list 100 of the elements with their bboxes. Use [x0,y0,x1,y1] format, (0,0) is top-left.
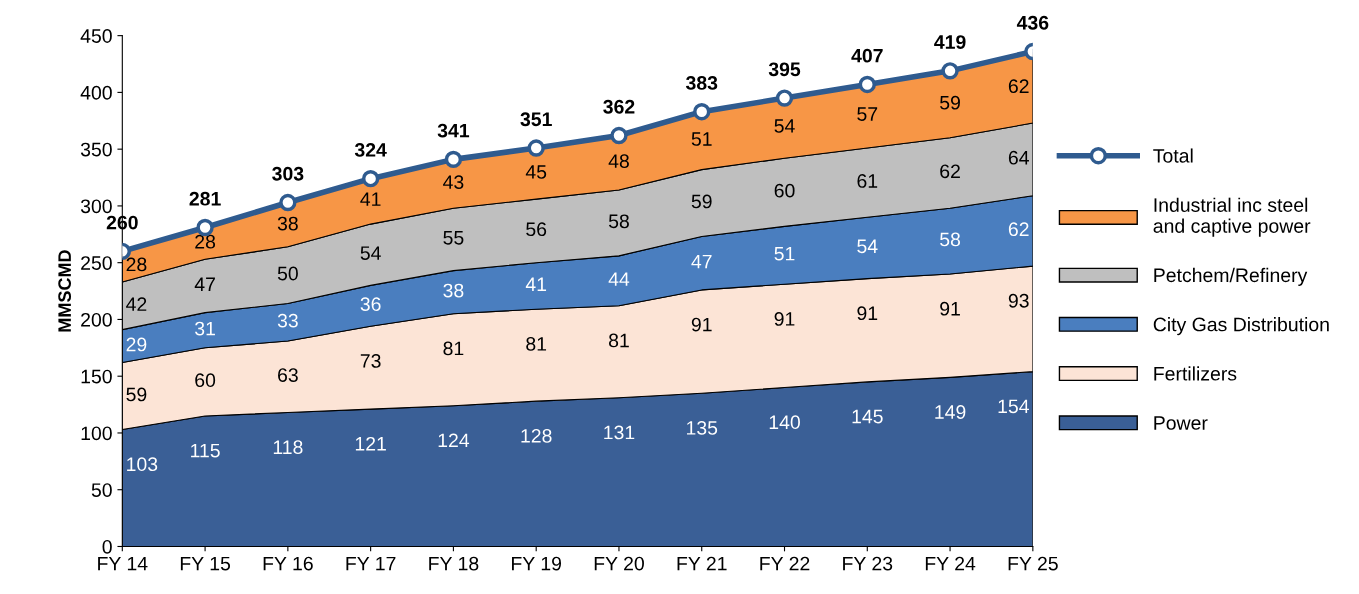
legend-label: Total [1153,148,1193,163]
point [775,89,794,107]
data-label: 48 [608,154,629,168]
point [361,169,380,188]
x-tick-label: FY 16 [263,556,313,571]
y-tick-label: 100 [81,426,112,441]
data-label: 38 [277,216,298,231]
data-label: 121 [355,436,386,451]
data-label: 91 [857,306,878,321]
y-tick-label: 0 [102,539,112,554]
x-tick-label: FY 17 [346,556,396,571]
data-label: 62 [1008,79,1029,94]
point [527,139,545,157]
data-label: 154 [998,399,1029,414]
data-label: 419 [934,35,966,49]
data-label: 149 [935,405,966,419]
data-label: 395 [768,62,801,77]
y-tick-label: 200 [81,312,112,327]
data-label: 281 [189,191,221,206]
legend-label: Fertilizers [1154,366,1237,381]
point [941,62,959,80]
data-label: 51 [774,246,795,261]
data-label: 60 [195,373,216,388]
point [858,75,876,94]
data-label: 57 [857,107,878,121]
x-tick-label: FY 24 [925,556,976,571]
data-label: 62 [940,164,960,179]
y-tick-label: 350 [80,142,112,157]
point [444,150,463,169]
data-label: 43 [443,175,464,189]
point [610,126,628,145]
point [279,193,297,212]
data-label: 81 [443,341,464,356]
x-tick-label: FY 23 [843,556,893,571]
data-label: 50 [277,266,298,281]
data-label: 60 [774,183,795,198]
x-tick-label: FY 15 [180,556,231,571]
y-tick-label: 450 [80,29,112,43]
data-label: 59 [940,95,960,110]
data-label: 41 [360,192,381,206]
data-label: 64 [1008,150,1029,165]
data-label: 54 [774,119,795,133]
data-label: 61 [857,174,878,188]
data-label: 91 [774,312,795,326]
legend-label: City Gas Distribution [1153,317,1329,336]
y-tick-label: 300 [80,199,112,214]
data-label: 62 [1008,222,1029,237]
point [693,103,711,121]
data-label: 28 [126,257,147,272]
data-label: 81 [526,337,547,351]
legend-label: Industrial inc steel and captive power [1153,197,1311,237]
legend-label: Power [1154,416,1208,430]
data-label: 59 [691,194,712,209]
data-label: 55 [443,231,464,245]
data-label: 42 [126,297,147,311]
data-label: 58 [608,214,629,229]
data-label: 135 [687,421,718,435]
data-label: 341 [437,123,470,138]
data-label: 36 [360,297,381,312]
data-label: 41 [525,277,547,291]
x-tick-label: FY 21 [677,556,727,571]
legend-label: Petchem/Refinery [1154,267,1308,286]
data-label: 63 [278,368,298,382]
data-label: 73 [360,354,381,368]
y-tick-label: 400 [80,85,112,100]
data-label: 407 [851,48,883,63]
data-label: 115 [191,443,220,458]
data-label: 45 [525,165,547,179]
data-label: 131 [604,425,635,440]
data-label: 28 [195,234,216,249]
data-label: 31 [195,321,215,336]
data-label: 91 [691,317,712,332]
data-label: 93 [1008,293,1029,308]
data-label: 362 [603,99,635,114]
x-tick-label: FY 25 [1008,556,1058,571]
data-label: 56 [526,222,547,237]
data-label: 47 [194,277,215,291]
data-label: 54 [360,246,381,260]
x-tick-label: FY 22 [760,556,810,571]
data-label: 351 [520,112,552,127]
y-tick-label: 50 [91,483,112,497]
data-label: 436 [1016,15,1049,30]
data-label: 47 [691,254,712,269]
data-label: 81 [608,333,629,348]
x-tick-label: FY 19 [512,556,562,571]
data-label: 140 [769,415,800,430]
data-label: 103 [127,457,158,472]
data-label: 38 [443,283,464,298]
data-label: 324 [354,143,387,157]
x-tick-label: FY 14 [98,556,148,571]
data-label: 124 [438,433,470,448]
data-label: 29 [126,337,147,352]
y-tick-label: 250 [81,256,112,270]
data-label: 59 [126,387,147,402]
data-label: 51 [691,132,712,146]
y-axis-title: MMSCMD [58,250,72,332]
data-label: 145 [852,409,883,424]
data-label: 303 [272,166,304,181]
data-label: 128 [521,428,552,443]
x-tick-label: FY 18 [429,556,479,571]
